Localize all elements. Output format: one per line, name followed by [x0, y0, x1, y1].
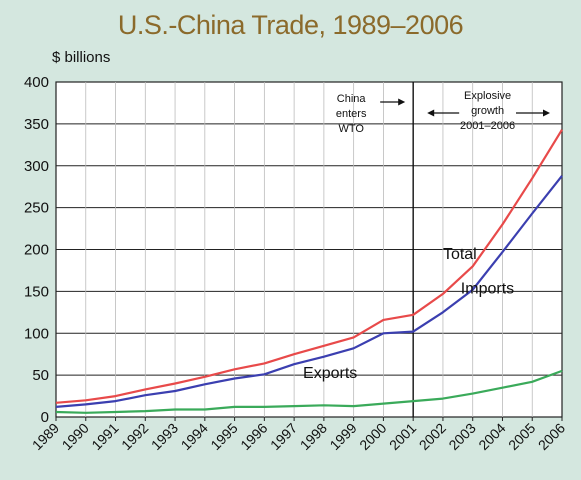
y-tick-50: 50	[32, 367, 49, 384]
x-tick-1997: 1997	[267, 420, 300, 453]
x-tick-2005: 2005	[505, 420, 538, 453]
y-tick-200: 200	[24, 242, 49, 259]
growth-annotation-line: growth	[471, 105, 504, 117]
series-lines	[55, 129, 563, 414]
y-axis-label: $ billions	[52, 49, 111, 66]
wto-annotation-line: enters	[336, 108, 367, 120]
x-tick-2002: 2002	[416, 420, 449, 453]
wto-annotation-line: WTO	[338, 123, 364, 135]
x-tick-2000: 2000	[356, 420, 389, 453]
annotations: China enters WTO Explosive growth 2001–2006	[336, 90, 550, 135]
x-tick-1991: 1991	[88, 420, 121, 453]
chart-title: U.S.-China Trade, 1989–2006	[117, 10, 464, 40]
series-total-line	[55, 129, 563, 404]
y-tick-400: 400	[24, 74, 49, 91]
x-tick-1992: 1992	[118, 420, 151, 453]
y-tick-0: 0	[41, 409, 49, 426]
x-tick-2004: 2004	[475, 420, 508, 453]
x-tick-2003: 2003	[445, 420, 478, 453]
x-tick-1994: 1994	[178, 420, 211, 453]
series-labels: Total Imports Exports	[303, 246, 514, 382]
wto-arrow-head	[398, 98, 406, 106]
growth-arrow-left-head	[427, 109, 435, 117]
growth-arrow-right-head	[543, 109, 550, 117]
series-imports-line	[55, 175, 563, 408]
x-tick-2006: 2006	[535, 420, 568, 453]
x-tick-1993: 1993	[148, 420, 181, 453]
wto-annotation-line: China	[337, 93, 367, 105]
x-tick-1998: 1998	[297, 420, 330, 453]
y-tick-100: 100	[24, 325, 49, 342]
x-tick-1989: 1989	[29, 420, 62, 453]
x-tick-2001: 2001	[386, 420, 419, 453]
series-exports-line	[55, 369, 563, 414]
y-tick-300: 300	[24, 158, 49, 175]
series-label-imports: Imports	[461, 281, 514, 298]
growth-annotation-line: Explosive	[464, 90, 511, 102]
x-tick-1995: 1995	[207, 420, 240, 453]
x-tick-1996: 1996	[237, 420, 270, 453]
series-label-total: Total	[443, 246, 477, 263]
x-tick-1999: 1999	[326, 420, 359, 453]
series-label-exports: Exports	[303, 365, 357, 382]
growth-annotation-line: 2001–2006	[460, 120, 515, 132]
x-tick-labels: 1989199019911992199319941995199619971998…	[29, 417, 568, 453]
y-tick-150: 150	[24, 283, 49, 300]
y-tick-350: 350	[24, 116, 49, 133]
y-tick-250: 250	[24, 200, 49, 217]
x-tick-1990: 1990	[59, 420, 92, 453]
y-tick-labels: 0 50 100 150 200 250 300 350 400	[24, 74, 49, 426]
